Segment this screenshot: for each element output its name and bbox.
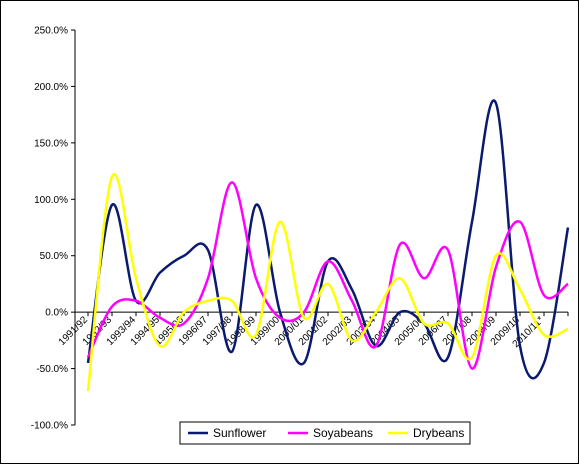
legend: Sunflower Soyabeans Drybeans (179, 421, 471, 445)
y-tick-label: -50.0% (36, 364, 68, 375)
y-tick-label: 200.0% (34, 82, 68, 93)
series-line (86, 181, 569, 370)
legend-label: Sunflower (213, 426, 266, 440)
legend-label: Soyabeans (313, 426, 373, 440)
y-tick-label: 250.0% (34, 26, 68, 37)
series-line (86, 172, 569, 392)
y-tick-label: 100.0% (34, 195, 68, 206)
y-tick-label: -100.0% (31, 421, 68, 432)
y-tick-label: 150.0% (34, 138, 68, 149)
legend-label: Drybeans (413, 426, 464, 440)
y-tick-label: 0.0% (45, 308, 68, 319)
y-tick-label: 50.0% (40, 251, 68, 262)
legend-box (179, 421, 471, 445)
